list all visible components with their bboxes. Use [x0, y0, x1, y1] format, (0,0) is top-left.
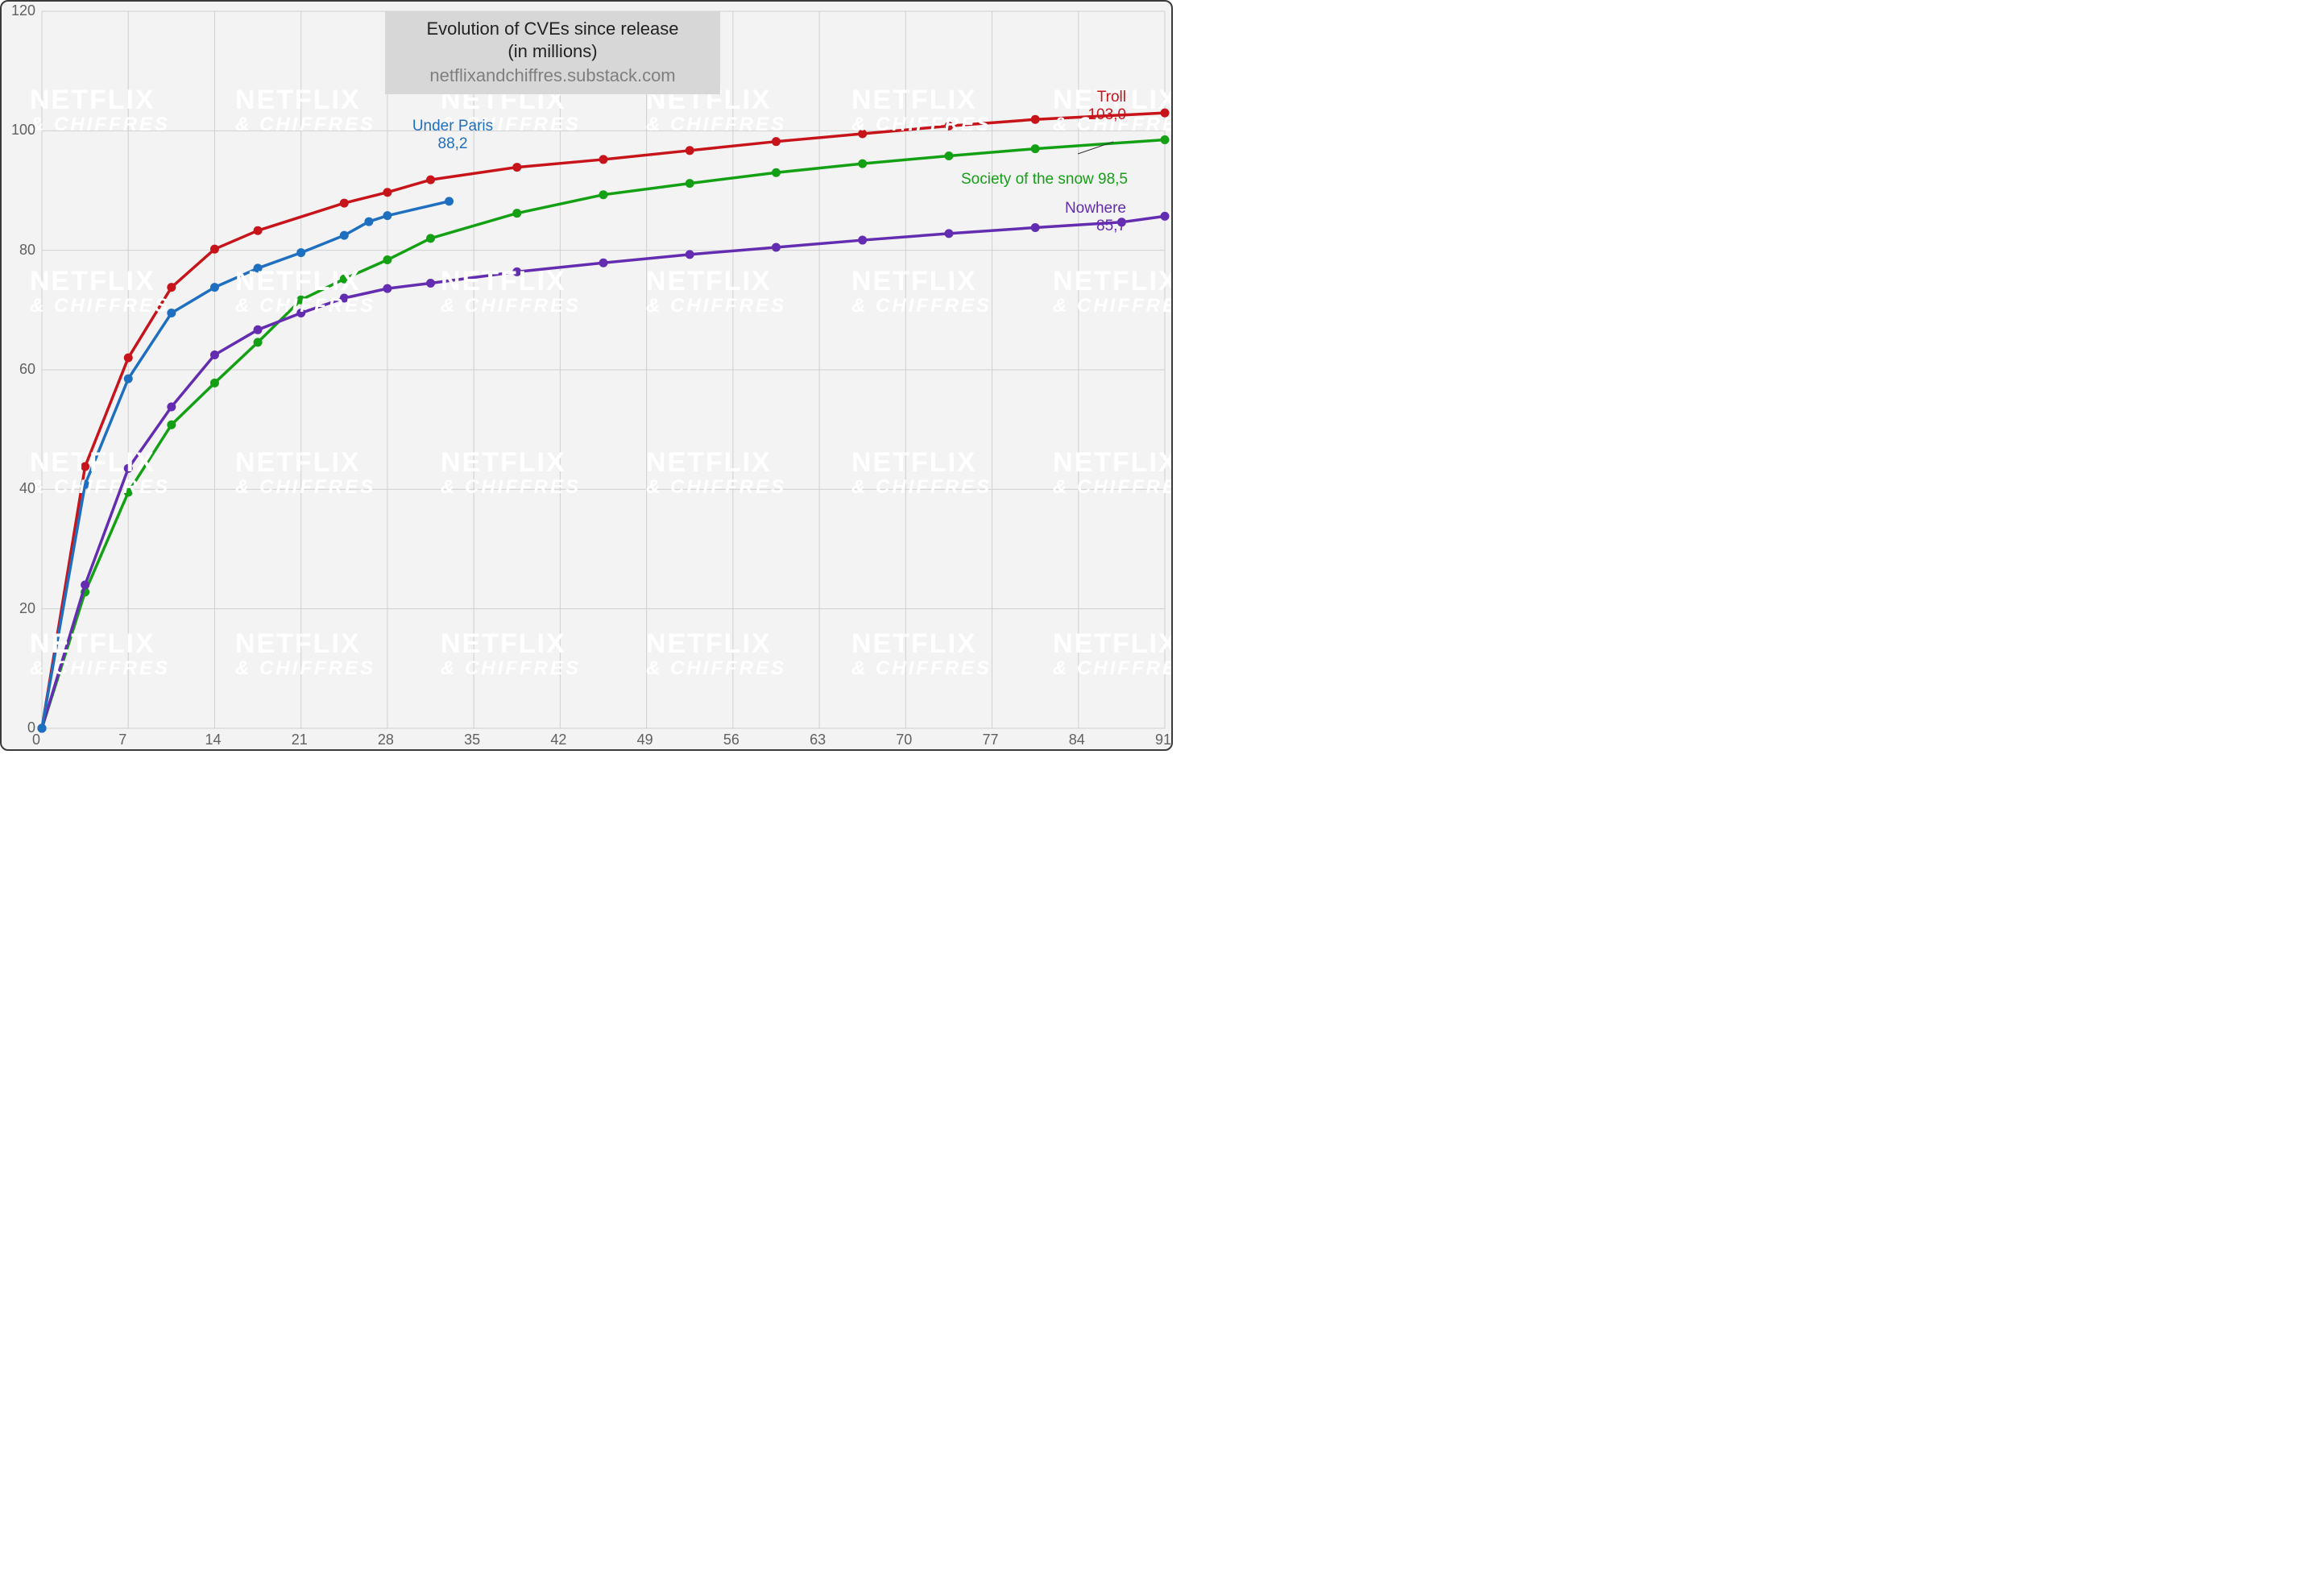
x-tick-label: 21 [292, 732, 308, 748]
series-label-line: 85,7 [933, 218, 1126, 235]
series-marker-underparis [340, 231, 349, 240]
series-marker-nowhere [210, 350, 219, 359]
series-marker-society [167, 421, 176, 429]
series-label-line: Troll [933, 89, 1126, 106]
series-marker-troll [210, 245, 219, 254]
x-tick-label: 14 [205, 732, 221, 748]
x-tick-label: 56 [723, 732, 739, 748]
x-tick-label: 28 [378, 732, 394, 748]
y-tick-label: 60 [19, 361, 35, 378]
chart-title-line2: (in millions) [396, 40, 709, 63]
title-box: Evolution of CVEs since release (in mill… [385, 11, 720, 94]
chart-subtitle: netflixandchiffres.substack.com [396, 65, 709, 86]
series-marker-nowhere [254, 325, 263, 334]
series-marker-troll [167, 283, 176, 292]
series-marker-nowhere [858, 236, 867, 245]
x-tick-label: 7 [118, 732, 126, 748]
series-label-line: Nowhere [933, 200, 1126, 218]
series-marker-underparis [124, 375, 133, 383]
series-marker-society [1031, 144, 1040, 153]
y-tick-label: 100 [11, 122, 35, 139]
series-marker-underparis [364, 218, 373, 226]
series-marker-society [210, 379, 219, 388]
series-marker-troll [383, 188, 391, 197]
series-marker-society [296, 296, 305, 305]
y-tick-label: 80 [19, 242, 35, 259]
series-marker-troll [340, 199, 349, 208]
series-marker-troll [512, 163, 521, 172]
series-marker-troll [858, 130, 867, 139]
x-tick-label: 70 [896, 732, 912, 748]
series-marker-society [254, 338, 263, 346]
series-marker-nowhere [426, 279, 435, 288]
series-label-line: 88,2 [404, 135, 501, 153]
series-marker-nowhere [296, 309, 305, 317]
series-marker-troll [254, 226, 263, 235]
series-marker-nowhere [599, 259, 608, 267]
series-marker-troll [772, 137, 781, 146]
series-marker-troll [124, 354, 133, 363]
series-marker-troll [599, 155, 608, 164]
series-marker-underparis [445, 197, 454, 205]
series-marker-nowhere [512, 267, 521, 276]
x-tick-label: 77 [983, 732, 999, 748]
series-marker-society [383, 255, 391, 264]
series-marker-society [1161, 135, 1170, 144]
x-tick-label: 35 [464, 732, 480, 748]
y-tick-label: 120 [11, 2, 35, 19]
series-marker-underparis [254, 263, 263, 272]
series-label-troll: Troll103,0 [933, 89, 1126, 124]
chart-title-line1: Evolution of CVEs since release [396, 18, 709, 40]
series-marker-society [599, 190, 608, 199]
series-marker-underparis [167, 309, 176, 317]
series-marker-nowhere [81, 581, 89, 590]
series-marker-underparis [383, 211, 391, 220]
x-tick-label: 91 [1155, 732, 1171, 748]
series-marker-society [124, 488, 133, 497]
series-line-nowhere [42, 216, 1165, 728]
series-marker-nowhere [340, 294, 349, 303]
series-label-line: Under Paris [404, 118, 501, 135]
x-tick-label: 49 [637, 732, 653, 748]
series-marker-society [340, 275, 349, 284]
series-marker-nowhere [1161, 212, 1170, 221]
series-marker-nowhere [124, 464, 133, 473]
series-marker-underparis [296, 248, 305, 257]
y-tick-label: 0 [27, 719, 35, 736]
series-marker-nowhere [772, 243, 781, 251]
series-label-nowhere: Nowhere85,7 [933, 200, 1126, 235]
series-marker-society [858, 160, 867, 168]
series-marker-troll [81, 462, 89, 471]
series-marker-troll [426, 176, 435, 184]
series-line-underparis [42, 201, 449, 728]
series-marker-nowhere [686, 250, 694, 259]
series-marker-society [772, 168, 781, 177]
series-marker-troll [1161, 109, 1170, 118]
series-label-society: Society of the snow 98,5 [934, 171, 1128, 189]
x-tick-label: 42 [550, 732, 566, 748]
y-tick-label: 20 [19, 600, 35, 617]
series-marker-society [944, 151, 953, 160]
chart-frame: NETFLIX& CHIFFRESNETFLIX& CHIFFRESNETFLI… [0, 0, 1173, 751]
series-marker-society [426, 234, 435, 243]
x-tick-label: 84 [1069, 732, 1085, 748]
series-marker-nowhere [167, 402, 176, 411]
series-marker-underparis [210, 283, 219, 292]
x-tick-label: 63 [810, 732, 826, 748]
series-label-line: Society of the snow 98,5 [934, 171, 1128, 189]
series-marker-society [512, 209, 521, 218]
series-marker-nowhere [383, 284, 391, 293]
series-marker-troll [686, 146, 694, 155]
series-marker-underparis [81, 480, 89, 489]
series-label-line: 103,0 [933, 106, 1126, 124]
series-label-underparis: Under Paris88,2 [404, 118, 501, 153]
y-tick-label: 40 [19, 480, 35, 497]
series-marker-society [686, 179, 694, 188]
